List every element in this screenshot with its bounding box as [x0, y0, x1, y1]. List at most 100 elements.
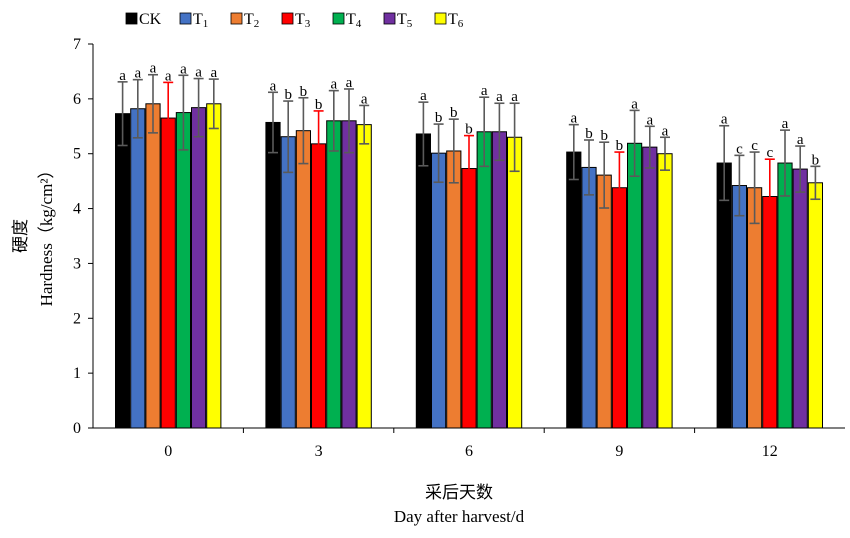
significance-label: a: [782, 116, 789, 132]
significance-label: b: [600, 128, 608, 144]
x-axis-title-en: Day after harvest/d: [394, 507, 525, 526]
x-tick-label: 9: [615, 443, 623, 460]
bar-T1-12: [731, 185, 747, 429]
bar-T3-0: [160, 117, 176, 429]
legend-swatch-T4: [332, 12, 345, 25]
bar-T5-12: [792, 168, 808, 429]
significance-label: a: [496, 89, 503, 105]
bar-T1-9: [581, 166, 597, 429]
legend-label-T6: T6: [448, 11, 464, 30]
bar-T5-3: [341, 120, 357, 429]
y-tick-label: 5: [73, 146, 81, 163]
significance-label: b: [812, 152, 820, 168]
x-tick-label: 0: [164, 443, 172, 460]
bar-T4-9: [627, 142, 643, 429]
significance-label: b: [435, 110, 443, 126]
bar-T2-6: [446, 150, 462, 429]
y-axis-title-cn: 硬度: [11, 219, 31, 253]
bar-CK-6: [415, 133, 431, 429]
significance-label: a: [646, 112, 653, 128]
significance-label: b: [300, 84, 308, 100]
bar-T1-3: [280, 136, 296, 429]
significance-label: a: [662, 123, 669, 139]
y-tick-label: 2: [73, 310, 81, 327]
significance-label: a: [420, 88, 427, 104]
significance-label: a: [210, 65, 217, 81]
significance-label: c: [766, 145, 773, 161]
significance-label: a: [150, 61, 157, 77]
significance-label: b: [585, 126, 593, 142]
legend-label-T4: T4: [346, 11, 362, 30]
significance-label: c: [751, 138, 758, 154]
significance-label: a: [180, 61, 187, 77]
bar-T4-6: [476, 131, 492, 429]
significance-label: c: [736, 141, 743, 157]
y-tick-label: 4: [73, 201, 81, 218]
bar-T2-3: [295, 130, 311, 429]
significance-label: a: [631, 96, 638, 112]
y-axis-title-en: Hardness（kg/cm²）: [37, 162, 56, 307]
x-tick-label: 6: [465, 443, 473, 460]
legend-label-T3: T3: [295, 11, 311, 30]
y-tick-label: 1: [73, 365, 81, 382]
bar-T1-6: [431, 152, 447, 429]
significance-label: a: [570, 111, 577, 127]
bar-T6-9: [657, 153, 673, 429]
legend-label-T2: T2: [244, 11, 259, 30]
bar-T5-0: [191, 107, 207, 429]
legend-swatch-CK: [125, 12, 138, 25]
legend-label-T1: T1: [193, 11, 208, 30]
legend-swatch-T2: [230, 12, 243, 25]
significance-label: a: [270, 78, 277, 94]
significance-label: b: [465, 122, 473, 138]
bar-T5-6: [491, 131, 507, 429]
bar-CK-12: [716, 162, 732, 429]
significance-label: a: [511, 89, 518, 105]
y-tick-label: 6: [73, 91, 81, 108]
x-axis-title-cn: 采后天数: [425, 483, 493, 503]
significance-label: b: [616, 138, 624, 154]
bar-T3-3: [311, 143, 327, 429]
legend-swatch-T3: [281, 12, 294, 25]
legend-swatch-T5: [383, 12, 396, 25]
bar-T6-0: [206, 103, 222, 429]
bar-T4-3: [326, 120, 342, 429]
significance-label: b: [315, 97, 323, 113]
bar-T6-3: [356, 124, 372, 429]
significance-label: a: [481, 83, 488, 99]
y-tick-label: 7: [73, 36, 81, 53]
bar-CK-9: [566, 151, 582, 429]
bar-T5-9: [642, 146, 658, 429]
legend-label-T5: T5: [397, 11, 413, 30]
significance-label: a: [195, 65, 202, 81]
bar-T2-0: [145, 103, 161, 429]
significance-label: a: [330, 77, 337, 93]
bar-T6-6: [507, 136, 523, 429]
x-tick-label: 12: [762, 443, 778, 460]
legend-label-CK: CK: [139, 11, 162, 28]
bar-CK-3: [265, 121, 281, 429]
significance-label: b: [284, 87, 292, 103]
significance-label: a: [134, 66, 141, 82]
bar-CK-0: [115, 113, 131, 429]
bar-T2-9: [596, 174, 612, 429]
significance-label: a: [119, 68, 126, 84]
significance-label: a: [797, 132, 804, 148]
bar-T1-0: [130, 108, 146, 429]
significance-label: a: [721, 112, 728, 128]
y-tick-label: 0: [73, 420, 81, 437]
bar-T6-12: [807, 182, 823, 429]
significance-label: b: [450, 105, 458, 121]
bar-T3-6: [461, 168, 477, 429]
bar-T4-12: [777, 162, 793, 429]
legend-swatch-T1: [179, 12, 192, 25]
significance-label: a: [165, 68, 172, 84]
x-tick-label: 3: [315, 443, 323, 460]
bar-T4-0: [175, 112, 192, 429]
y-tick-label: 3: [73, 255, 81, 272]
significance-label: a: [346, 75, 353, 91]
significance-label: a: [361, 91, 368, 107]
legend-swatch-T6: [434, 12, 447, 25]
